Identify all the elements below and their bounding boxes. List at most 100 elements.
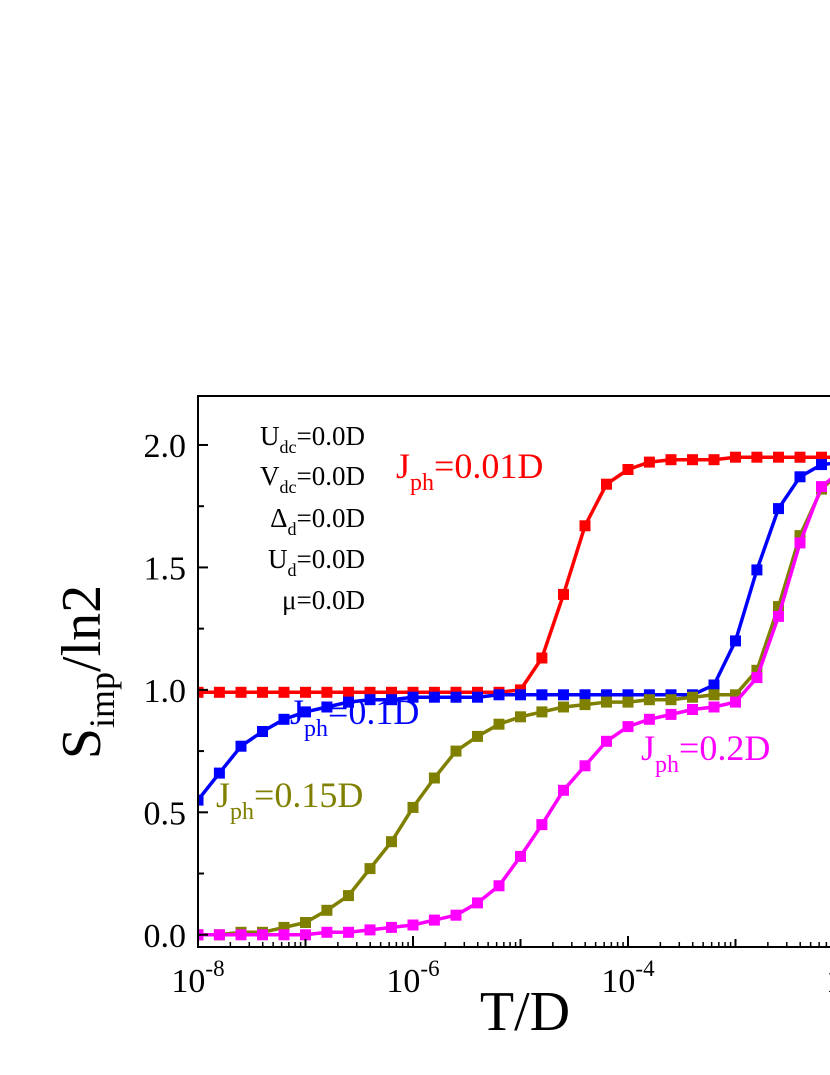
series-3-point-16 [536, 819, 548, 831]
series-0-point-17 [558, 588, 569, 600]
parameter-subscript: d [288, 519, 297, 539]
series-0-point-4 [278, 686, 290, 698]
series-2-point-28 [794, 530, 806, 542]
series-0-point-7 [343, 686, 354, 698]
series-3-point-5 [300, 929, 311, 941]
series-3-point-23 [687, 704, 698, 715]
series-0-point-16 [536, 652, 548, 664]
series-3-point-14 [493, 880, 505, 892]
y-axis: 0.0 0.5 1.0 1.5 2.0 [144, 428, 208, 955]
series-2-point-21 [643, 694, 655, 706]
series-1-point-25 [730, 635, 741, 647]
series-0-point-3 [257, 686, 268, 698]
series-2-point-16 [536, 706, 548, 718]
x-tick-exponent: -6 [420, 956, 439, 981]
parameter-symbol: U [260, 421, 280, 451]
series-3-point-21 [643, 713, 655, 725]
series-0-point-23 [687, 454, 698, 466]
series-1-point-8 [364, 694, 376, 706]
series-label-tail: =0.1D [328, 692, 419, 732]
parameter-subscript: dc [280, 477, 297, 497]
parameter-label-1: Vdc=0.0D [260, 461, 365, 497]
x-tick-exponent: -8 [205, 956, 224, 981]
series-0-point-18 [579, 520, 591, 532]
series-0-point-8 [364, 686, 376, 698]
parameter-label-4: μ=0.0D [282, 585, 365, 615]
series-0-point-6 [321, 686, 333, 698]
y-axis-title-main: S [51, 728, 113, 759]
series-3-point-13 [472, 897, 483, 909]
series-1-point-7 [343, 696, 354, 708]
series-1-point-28 [794, 471, 806, 483]
series-0-point-25 [730, 451, 741, 463]
series-3-point-20 [622, 721, 634, 733]
series-label-main: J [290, 692, 304, 732]
series-1-point-3 [257, 726, 268, 737]
series-2-point-6 [321, 904, 333, 916]
series-label-3: Jph=0.2D [641, 728, 770, 778]
series-0-point-24 [708, 454, 720, 466]
y-tick-label-0: 0.0 [144, 918, 187, 955]
series-label-tail: =0.2D [679, 728, 770, 768]
series-3-point-18 [579, 760, 591, 772]
parameter-label-2: Δd=0.0D [270, 503, 365, 539]
series-1-point-16 [536, 689, 548, 701]
series-0-point-29 [816, 451, 827, 463]
series-3-point-10 [407, 919, 419, 931]
series-3-point-15 [515, 850, 526, 862]
series-3-point-6 [321, 926, 333, 938]
parameter-label-3: Ud=0.0D [268, 544, 365, 580]
series-2-point-12 [450, 745, 462, 757]
series-label-subscript: ph [230, 799, 254, 825]
series-1-point-18 [579, 689, 591, 701]
series-1-point-12 [450, 691, 462, 703]
series-label-tail: =0.01D [434, 446, 543, 486]
series-1-point-17 [558, 689, 569, 701]
series-1-point-13 [472, 691, 483, 703]
series-2-point-18 [579, 699, 591, 711]
series-3-point-3 [257, 929, 268, 941]
annotations: T/DSimp/ln2Udc=0.0DVdc=0.0DΔd=0.0DUd=0.0… [51, 421, 770, 1043]
x-tick-label-2: 10-4 [601, 956, 655, 1000]
x-axis-title: T/D [480, 981, 570, 1043]
y-axis-title-subscript: imp [82, 672, 122, 728]
series-2-point-8 [364, 863, 376, 875]
series-3-point-24 [708, 701, 720, 713]
parameter-subscript: dc [280, 437, 297, 457]
series-1-point-9 [386, 694, 397, 706]
series-label-subscript: ph [410, 470, 434, 496]
series-3-point-25 [730, 696, 741, 708]
series-3-point-22 [665, 708, 677, 720]
series-label-subscript: ph [304, 716, 328, 742]
series-1-point-2 [235, 740, 247, 752]
series-0-point-0 [198, 686, 204, 698]
series-3-point-2 [235, 929, 247, 941]
series-label-main: J [396, 446, 410, 486]
series-3-point-11 [428, 914, 440, 926]
series-2-point-26 [751, 664, 763, 676]
series-3-point-28 [794, 537, 806, 549]
series-2-point-9 [386, 836, 397, 848]
y-tick-label-1: 0.5 [144, 795, 187, 832]
series-1-point-15 [515, 689, 526, 701]
series-2-point-17 [558, 701, 569, 713]
parameter-value: =0.0D [297, 421, 365, 451]
x-tick-label-3: 10 [826, 963, 830, 1000]
series-label-2: Jph=0.15D [216, 775, 363, 825]
series-2-point-22 [665, 694, 677, 706]
series-2-point-11 [428, 772, 440, 784]
series-1-point-27 [773, 503, 784, 515]
series-3-point-26 [751, 672, 763, 684]
y-axis-title-tail: /ln2 [51, 585, 113, 672]
series-0-point-22 [665, 454, 677, 466]
series-0-point-19 [601, 478, 612, 490]
parameter-value: =0.0D [297, 585, 365, 615]
x-tick-base: 10 [171, 963, 205, 1000]
series-1-point-10 [407, 691, 419, 703]
series-2-point-25 [730, 689, 741, 701]
y-axis-title: Simp/ln2 [51, 585, 122, 759]
series-0-point-2 [235, 686, 247, 698]
series-label-0: Jph=0.01D [396, 446, 543, 496]
series-1-point-24 [708, 679, 720, 691]
